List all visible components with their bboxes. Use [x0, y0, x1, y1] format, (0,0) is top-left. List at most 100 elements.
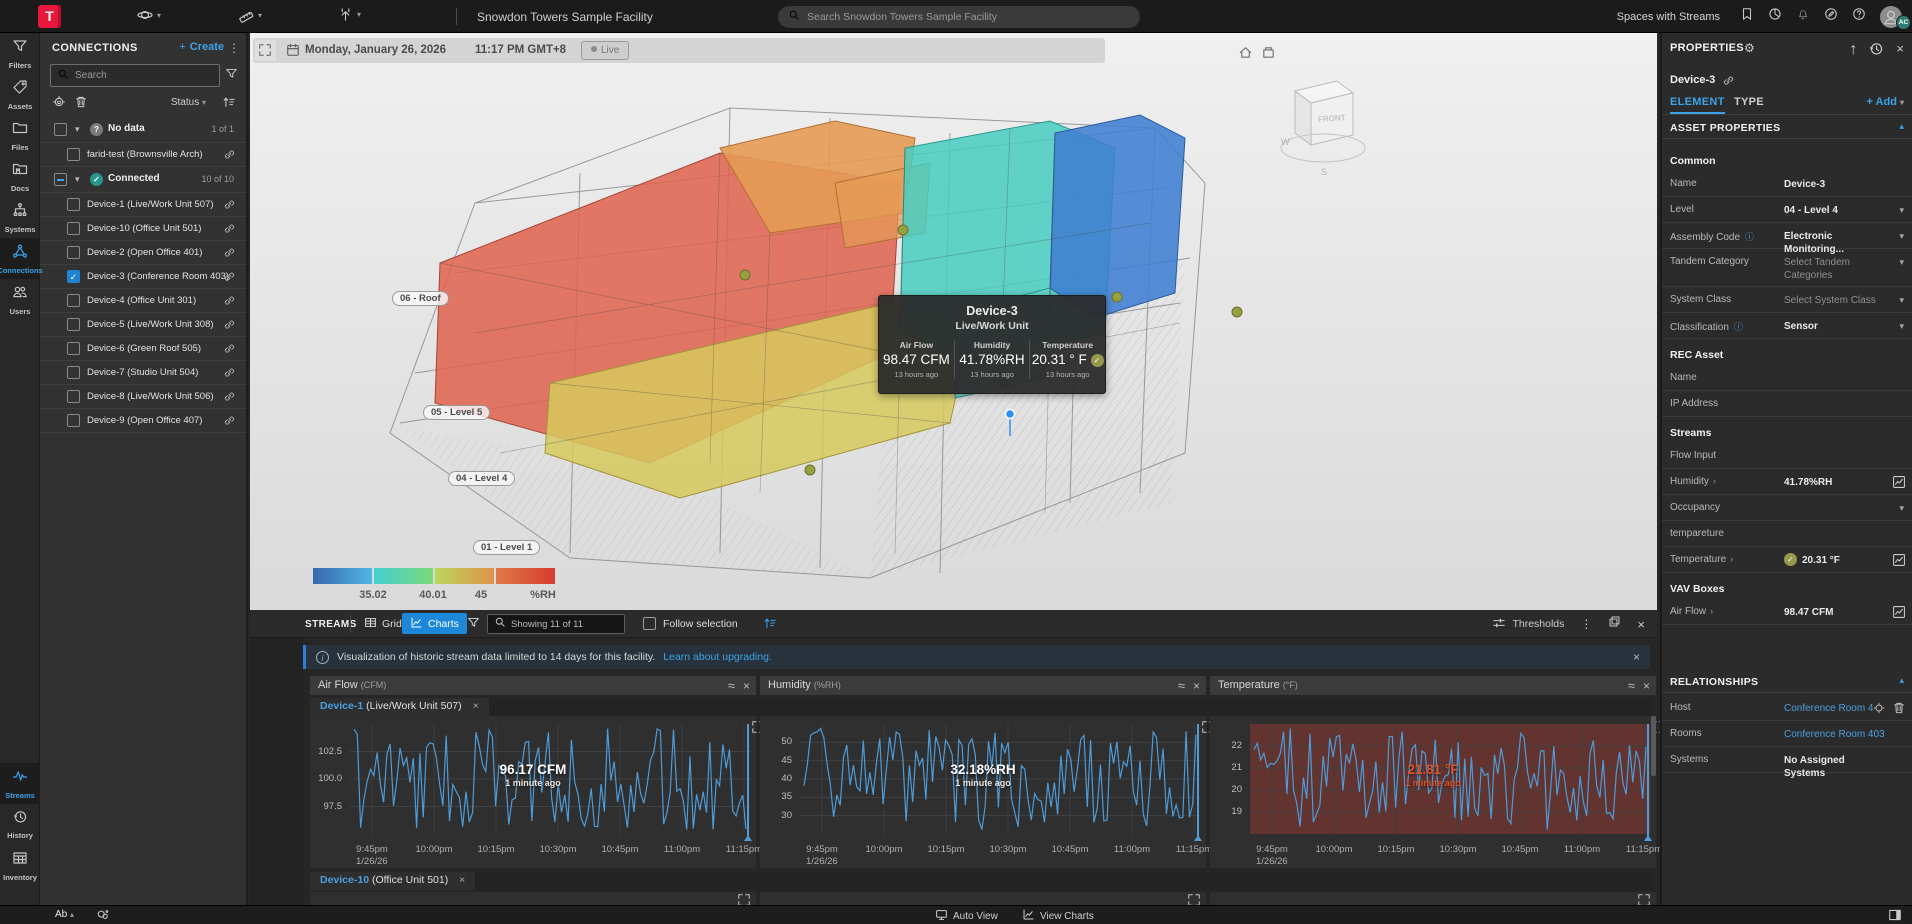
- chart-temperature[interactable]: 222120199:45pm10:00pm10:15pm10:30pm10:45…: [1210, 716, 1656, 868]
- connection-row[interactable]: Device-2 (Open Office 401): [40, 241, 246, 265]
- asset-properties-header[interactable]: ASSET PROPERTIES▴: [1662, 117, 1912, 139]
- connection-row[interactable]: Device-5 (Live/Work Unit 308): [40, 313, 246, 337]
- rail-item-assets[interactable]: Assets: [0, 74, 40, 115]
- link-icon[interactable]: [1722, 74, 1735, 92]
- labels-toggle[interactable]: Ab ▴: [55, 909, 74, 920]
- rail-item-inventory[interactable]: Inventory: [0, 845, 40, 886]
- trash-icon[interactable]: [74, 95, 88, 114]
- target-icon[interactable]: [1873, 701, 1885, 720]
- tandem-logo-icon[interactable]: T: [38, 5, 61, 28]
- device-tab[interactable]: Device-1 (Live/Work Unit 507) ×: [310, 698, 489, 716]
- property-row-temperature[interactable]: Temperature›✓20.31 °F: [1662, 547, 1912, 573]
- chevron-down-icon[interactable]: ▾: [1899, 503, 1904, 514]
- row-checkbox[interactable]: [67, 366, 80, 379]
- property-row-level[interactable]: Level04 - Level 4▾: [1662, 197, 1912, 223]
- property-row-humidity[interactable]: Humidity›41.78%RH: [1662, 469, 1912, 495]
- history-icon[interactable]: [1869, 41, 1884, 61]
- chart-humidity[interactable]: 50454035309:45pm10:00pm10:15pm10:30pm10:…: [760, 716, 1206, 868]
- close-tab-icon[interactable]: ×: [473, 700, 479, 712]
- create-connection-button[interactable]: +Create: [179, 41, 224, 53]
- link-icon[interactable]: [223, 390, 236, 408]
- gear-icon[interactable]: ⚙: [1744, 41, 1755, 55]
- streams-search[interactable]: [487, 614, 625, 634]
- add-property-button[interactable]: + Add ▾: [1866, 96, 1904, 108]
- split-tool-button[interactable]: ▾: [338, 7, 361, 22]
- connections-search[interactable]: [50, 64, 220, 87]
- rail-item-connections[interactable]: Connections: [0, 238, 40, 279]
- close-streams-icon[interactable]: ×: [1637, 617, 1645, 632]
- device-tab[interactable]: Device-10 (Office Unit 501) ×: [310, 872, 475, 890]
- link-icon[interactable]: [223, 222, 236, 240]
- sort-icon[interactable]: [222, 95, 236, 114]
- avatar[interactable]: AC: [1880, 6, 1902, 28]
- link-icon[interactable]: [223, 342, 236, 360]
- charts-view-button[interactable]: Charts: [402, 613, 467, 634]
- connection-row[interactable]: Device-10 (Office Unit 501): [40, 217, 246, 241]
- open-chart-icon[interactable]: [1892, 475, 1906, 494]
- chart-air-flow[interactable]: 102.5100.097.59:45pm10:00pm10:15pm10:30p…: [310, 716, 756, 868]
- property-row-rooms[interactable]: RoomsConference Room 403 ›: [1662, 721, 1912, 747]
- chart-stub[interactable]: [1210, 892, 1656, 905]
- auto-view-button[interactable]: Auto View: [935, 908, 998, 924]
- link-icon[interactable]: [223, 294, 236, 312]
- link-icon[interactable]: [223, 270, 236, 288]
- rail-item-filters[interactable]: Filters: [0, 33, 40, 74]
- chart-stub[interactable]: [760, 892, 1206, 905]
- group-checkbox[interactable]: [54, 173, 67, 186]
- group-checkbox[interactable]: [54, 123, 67, 136]
- property-row-air-flow[interactable]: Air Flow›98.47 CFM: [1662, 599, 1912, 625]
- timeline-expand-icon[interactable]: [255, 40, 276, 61]
- cluster-icon[interactable]: [96, 908, 110, 924]
- live-button[interactable]: Live: [581, 41, 629, 60]
- chevron-down-icon[interactable]: ▾: [1899, 231, 1904, 242]
- chart-stub[interactable]: [310, 892, 756, 905]
- panel-menu-icon[interactable]: ⋮: [228, 41, 240, 55]
- connection-group-connected[interactable]: ▾✓Connected10 of 10: [40, 167, 246, 193]
- property-row-assembly-code[interactable]: Assembly CodeⓘElectronic Monitoring...▾: [1662, 223, 1912, 249]
- property-row-classification[interactable]: ClassificationⓘSensor▾: [1662, 313, 1912, 339]
- row-checkbox[interactable]: [67, 246, 80, 259]
- row-checkbox[interactable]: [67, 294, 80, 307]
- usage-pie-icon[interactable]: [1768, 7, 1782, 26]
- timeline-bar[interactable]: Monday, January 26, 2026 11:17 PM GMT+8 …: [253, 38, 1105, 63]
- merge-charts-icon[interactable]: ≈: [728, 678, 735, 693]
- global-search[interactable]: [778, 6, 1140, 28]
- device-robot-icon[interactable]: [52, 95, 66, 114]
- feedback-pencil-icon[interactable]: [1824, 7, 1838, 26]
- promote-icon[interactable]: ↑: [1849, 41, 1857, 61]
- link-icon[interactable]: [223, 246, 236, 264]
- viewer-3d[interactable]: Monday, January 26, 2026 11:17 PM GMT+8 …: [250, 33, 1657, 610]
- property-row-occupancy[interactable]: Occupancy▾: [1662, 495, 1912, 521]
- connection-row[interactable]: ✓Device-3 (Conference Room 403): [40, 265, 246, 289]
- tab-element[interactable]: ELEMENT: [1670, 96, 1725, 114]
- property-row-tandem-category[interactable]: Tandem CategorySelect Tandem Categories▾: [1662, 249, 1912, 287]
- collapse-chevron-icon[interactable]: ▾: [75, 174, 80, 185]
- merge-charts-icon[interactable]: ≈: [1628, 678, 1635, 693]
- chevron-down-icon[interactable]: ▾: [1899, 295, 1904, 306]
- link-icon[interactable]: [223, 148, 236, 166]
- close-column-icon[interactable]: ×: [1193, 679, 1200, 693]
- row-checkbox[interactable]: [67, 198, 80, 211]
- rail-item-users[interactable]: Users: [0, 279, 40, 320]
- property-row-host[interactable]: HostConference Room 4: [1662, 695, 1912, 721]
- row-checkbox[interactable]: [67, 318, 80, 331]
- row-checkbox[interactable]: [67, 414, 80, 427]
- trash-icon[interactable]: [1892, 701, 1906, 720]
- chevron-down-icon[interactable]: ▾: [1899, 321, 1904, 332]
- streams-menu-icon[interactable]: ⋮: [1580, 617, 1592, 631]
- row-checkbox[interactable]: [67, 148, 80, 161]
- link-icon[interactable]: [223, 366, 236, 384]
- chevron-down-icon[interactable]: ▾: [1899, 257, 1904, 268]
- view-cube[interactable]: FRONT W S: [1275, 53, 1370, 183]
- row-checkbox[interactable]: [67, 390, 80, 403]
- views-box-icon[interactable]: [1261, 45, 1276, 65]
- rail-item-streams[interactable]: Streams: [0, 763, 40, 804]
- link-icon[interactable]: [223, 414, 236, 432]
- connections-search-input[interactable]: [75, 70, 213, 81]
- tab-type[interactable]: TYPE: [1734, 96, 1764, 108]
- panel-toggle-icon[interactable]: [1888, 908, 1902, 924]
- streams-filter-icon[interactable]: [463, 613, 484, 634]
- row-checkbox[interactable]: [67, 222, 80, 235]
- connection-row[interactable]: Device-9 (Open Office 407): [40, 409, 246, 433]
- close-column-icon[interactable]: ×: [1643, 679, 1650, 693]
